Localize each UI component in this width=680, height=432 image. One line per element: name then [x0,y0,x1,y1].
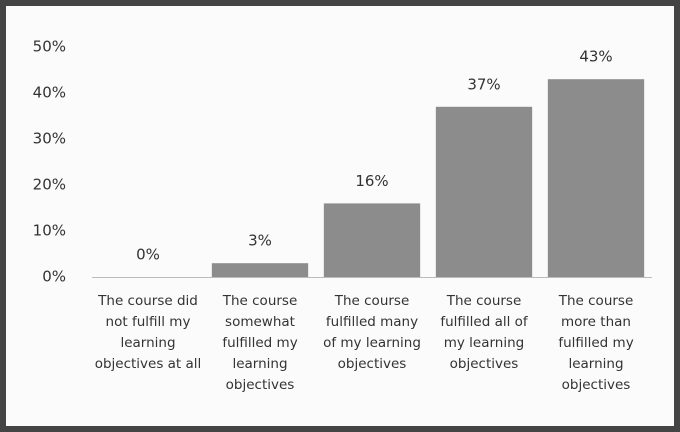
data-label: 0% [136,246,160,264]
y-tick-label: 30% [33,130,66,148]
x-tick-label: The course did not fulfill my learning o… [94,293,202,372]
bar [435,106,533,277]
bar [547,79,645,277]
y-tick-label: 50% [33,38,66,56]
data-label: 43% [579,48,612,66]
data-label: 3% [248,232,272,250]
bar [211,263,309,277]
y-tick-label: 40% [33,84,66,102]
data-label: 37% [467,75,500,93]
x-tick-label: The course more than fulfilled my learni… [558,293,634,393]
y-tick-label: 20% [33,176,66,194]
x-tick-label: The course fulfilled all of my learning … [440,293,528,372]
data-label: 16% [355,172,388,190]
bar [323,203,421,277]
y-tick-label: 0% [42,268,66,286]
y-tick-label: 10% [33,222,66,240]
x-tick-label: The course fulfilled many of my learning… [323,293,421,372]
x-tick-label: The course somewhat fulfilled my learnin… [222,293,298,393]
